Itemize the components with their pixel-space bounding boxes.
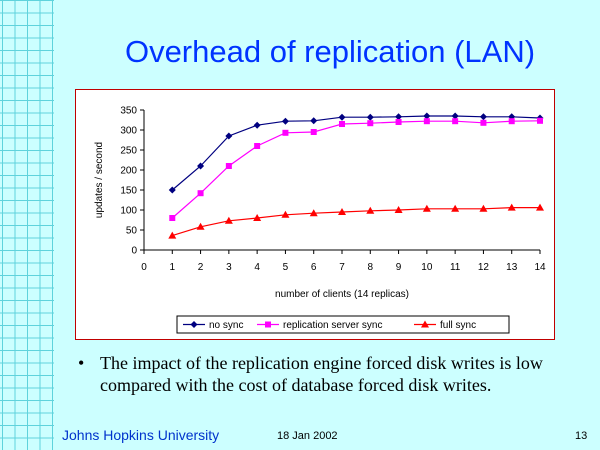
decorative-grid-strip [0,0,54,450]
series-line-replication-server-sync [171,120,541,219]
data-point-full-sync [168,231,177,239]
x-tick-label: 11 [450,262,461,273]
data-point-full-sync [309,209,318,217]
y-tick-label: 250 [120,146,137,157]
data-point-replication-server-sync [367,120,374,127]
data-point-replication-server-sync [537,117,543,124]
data-point-full-sync [366,206,375,214]
data-point-replication-server-sync [452,118,459,125]
x-tick-label: 9 [396,262,402,273]
data-point-replication-server-sync [310,129,317,135]
x-tick-label: 3 [226,262,232,273]
data-point-full-sync [253,214,262,221]
x-tick-label: 12 [478,262,490,273]
y-tick-label: 350 [120,106,137,117]
data-point-replication-server-sync [225,163,232,169]
data-point-replication-server-sync [423,118,430,125]
y-tick-label: 200 [120,166,137,177]
data-point-no-sync [338,113,346,121]
x-tick-label: 7 [339,262,345,273]
data-point-replication-server-sync [254,143,261,149]
chart-area: 0 50 100 150 200 250 300 350 0 1 2 3 4 5 6 7 8 9 10 11 12 13 1… [75,89,555,340]
data-point-no-sync [281,117,289,125]
data-point-no-sync [451,112,459,120]
x-tick-label: 5 [283,262,289,273]
y-tick-label: 150 [120,186,137,197]
data-point-replication-server-sync [508,118,515,125]
data-point-no-sync [366,113,374,121]
data-point-no-sync [479,113,487,121]
x-tick-label: 14 [534,262,546,273]
x-tick-label: 10 [421,262,433,273]
y-tick-label: 0 [131,246,137,257]
bullet-text: The impact of the replication engine for… [100,353,543,395]
series-line-no-sync [171,115,541,191]
series-line-full-sync [172,206,540,237]
data-point-no-sync [423,112,431,120]
bullet-marker: • [78,353,85,373]
y-tick-label: 50 [126,226,138,237]
data-point-replication-server-sync [169,215,176,221]
legend-label-replication-server-sync: replication server sync [283,320,382,331]
data-point-no-sync [168,186,176,194]
data-point-full-sync [451,204,460,212]
legend-label-no-sync: no sync [209,320,243,331]
slide-title: Overhead of replication (LAN) [124,34,536,69]
data-point-replication-server-sync [480,119,487,126]
legend-marker-no-sync [190,321,198,328]
x-axis-title: number of clients (14 replicas) [275,289,409,300]
data-point-full-sync [394,206,403,213]
x-tick-label: 0 [141,262,147,273]
data-point-no-sync [395,113,403,121]
x-tick-label: 1 [170,262,176,273]
data-point-no-sync [253,121,261,129]
data-point-replication-server-sync [282,129,289,136]
x-tick-label: 4 [254,262,260,273]
legend-marker-replication-server-sync [265,321,271,328]
data-point-full-sync [422,204,431,212]
page-number: 13 [575,430,588,442]
y-tick-label: 100 [120,206,137,217]
footer-date: 18 Jan 2002 [277,430,338,442]
x-tick-label: 2 [198,262,204,273]
data-point-full-sync [224,216,233,224]
data-point-no-sync [225,132,233,140]
data-point-full-sync [536,203,544,211]
x-tick-label: 8 [368,262,374,273]
y-tick-label: 300 [120,126,137,137]
x-tick-label: 13 [506,262,518,273]
legend-label-full-sync: full sync [440,320,476,331]
data-point-full-sync [338,208,346,215]
data-point-full-sync [507,203,516,211]
data-point-no-sync [197,162,205,170]
data-point-replication-server-sync [395,119,402,125]
footer-organization: Johns Hopkins University [62,427,220,443]
legend-marker-full-sync [421,320,429,328]
legend-box [176,315,510,334]
data-point-full-sync [479,204,488,212]
x-tick-label: 6 [311,262,317,273]
data-point-replication-server-sync [197,190,204,197]
data-point-full-sync [196,222,205,230]
data-point-replication-server-sync [339,121,345,127]
data-point-no-sync [310,117,318,125]
y-axis-title: updates / second [94,142,105,218]
data-point-full-sync [281,210,290,218]
data-point-no-sync [508,113,516,121]
